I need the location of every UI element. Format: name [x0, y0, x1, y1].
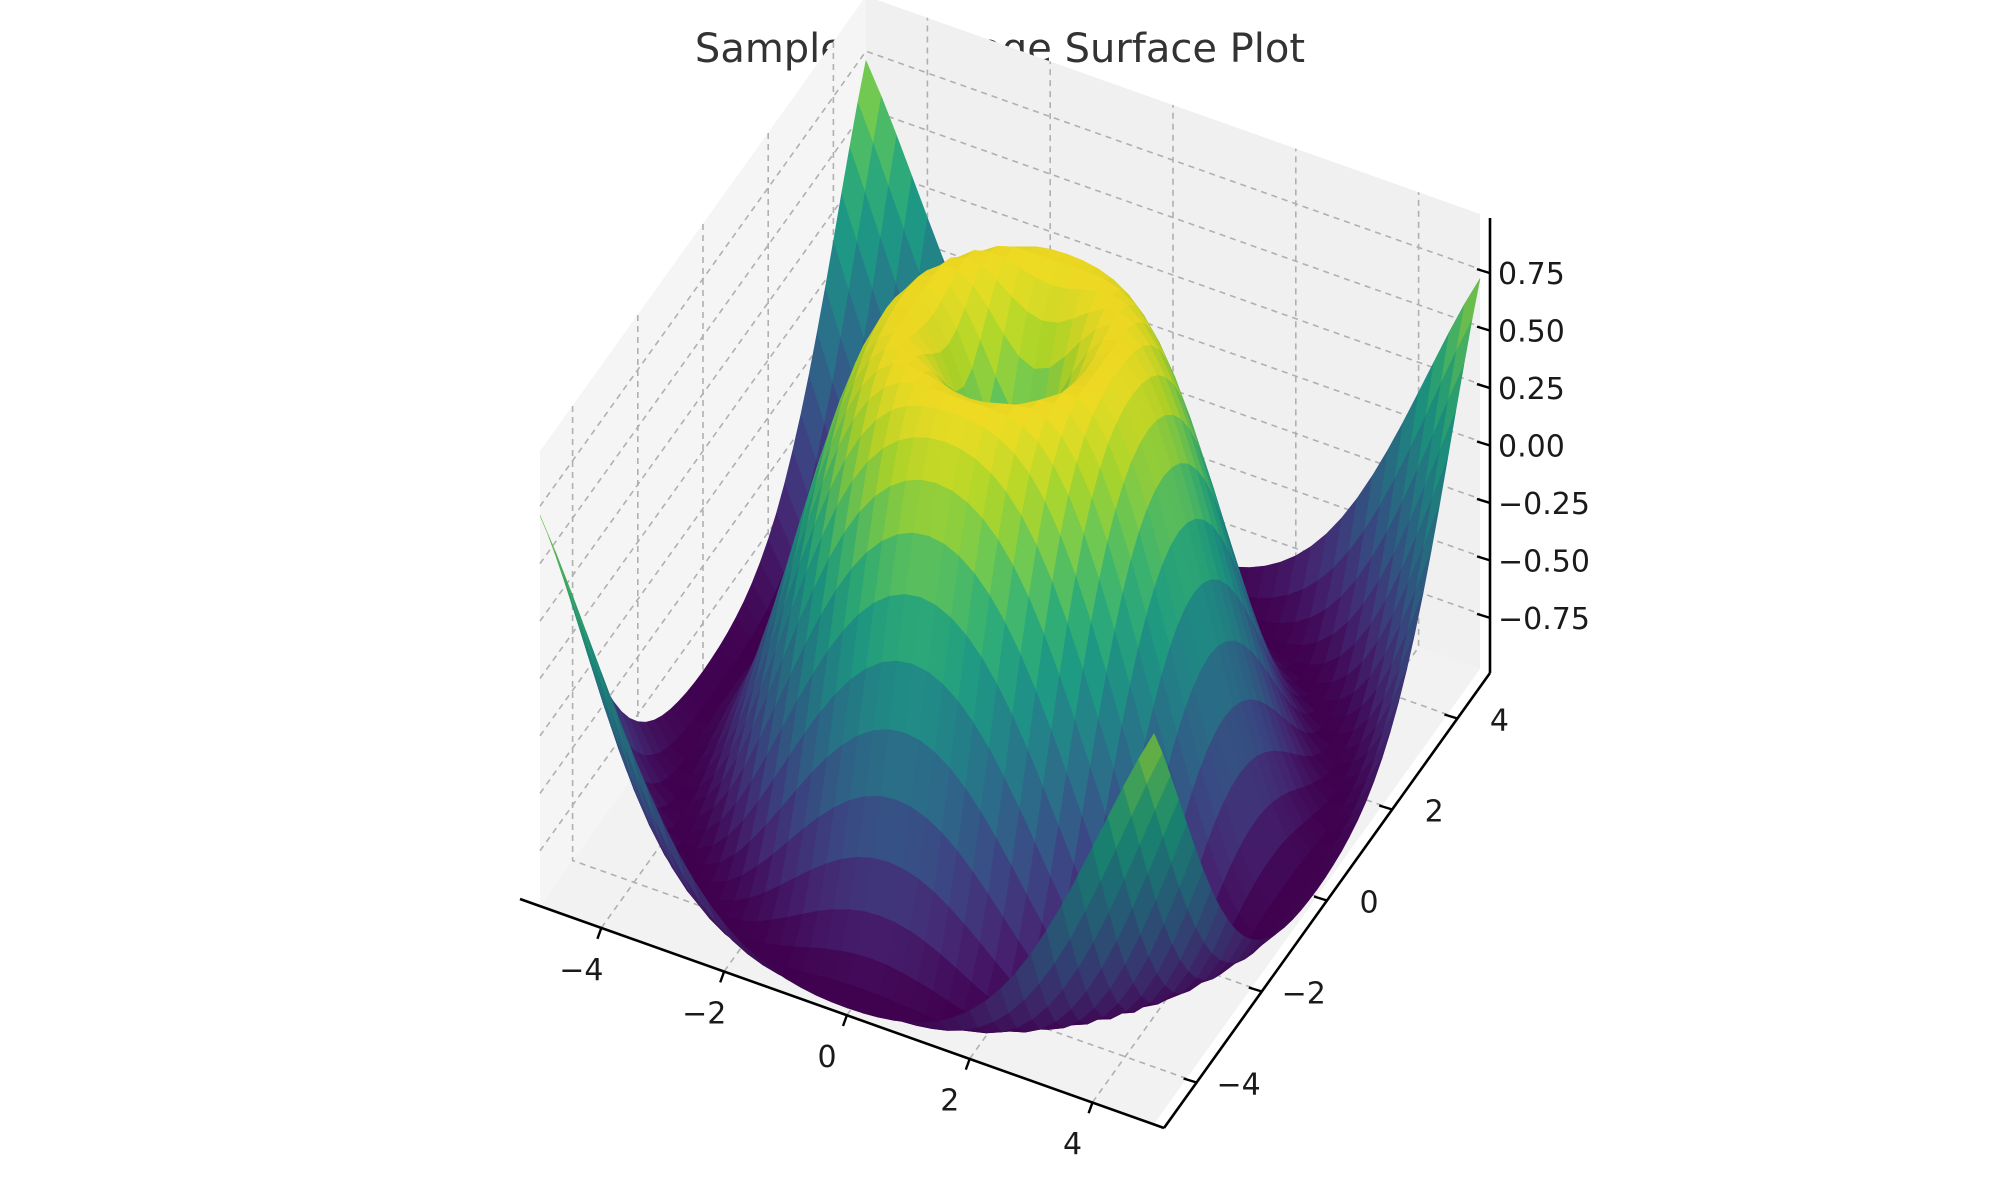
y-tick-label: 4: [1490, 704, 1509, 739]
surface-facet: [1138, 733, 1163, 784]
z-tick-label: 0.00: [1498, 430, 1565, 465]
z-tick-mark: [1476, 268, 1491, 275]
z-grid-line-2: [539, 279, 1481, 737]
z-tick-mark: [1476, 555, 1491, 562]
z-grid-line-6: [539, 50, 1481, 507]
x-tick-label: 2: [940, 1084, 959, 1119]
z-tick-label: −0.75: [1498, 602, 1590, 637]
surface-mesh: [539, 60, 1481, 1034]
x-grid-line-3: [969, 148, 1297, 1060]
tick-labels: −4 −2 0 2 4 −4 −2 0 2 4 −0.75 −0.50 −0.25 0.00 0.25 0.5…: [559, 257, 1590, 1162]
z-grid-line-3: [539, 222, 1481, 679]
y-tick-mark: [1444, 713, 1458, 720]
y-grid-line-0: [571, 405, 1187, 1080]
x-tick-label: 4: [1063, 1127, 1082, 1162]
x-tick-mark: [596, 927, 603, 940]
y-tick-label: 2: [1425, 795, 1444, 830]
x-grid-line-0: [600, 17, 929, 929]
z-tick-label: −0.50: [1498, 544, 1590, 579]
z-tick-mark: [1476, 325, 1491, 332]
back-left-pane: [540, 0, 866, 906]
z-grid-line-1: [539, 337, 1481, 794]
y-tick-mark: [1183, 1077, 1197, 1084]
z-tick-label: 0.75: [1498, 257, 1565, 292]
x-tick-mark: [1087, 1101, 1094, 1114]
x-grid-line-2: [846, 105, 1174, 1016]
x-axis-line: [519, 897, 1165, 1130]
x-tick-mark: [841, 1014, 849, 1027]
z-tick-label: 0.50: [1498, 315, 1565, 350]
x-tick-label: 0: [817, 1040, 836, 1075]
y-tick-label: −2: [1282, 977, 1326, 1012]
y-tick-mark: [1378, 804, 1393, 811]
y-tick-label: 0: [1359, 886, 1378, 921]
x-tick-label: −2: [682, 996, 726, 1031]
z-tick-mark: [1476, 497, 1491, 505]
z-tick-label: 0.25: [1498, 372, 1565, 407]
y-tick-label: −4: [1216, 1068, 1260, 1103]
z-tick-mark: [1476, 382, 1491, 390]
x-grid-line-4: [1091, 192, 1420, 1103]
z-grid-line-0: [539, 394, 1481, 852]
x-tick-mark: [719, 970, 726, 983]
x-tick-mark: [964, 1058, 971, 1071]
z-grid-line-4: [539, 165, 1481, 622]
z-tick-label: −0.25: [1498, 487, 1590, 522]
x-tick-label: −4: [559, 953, 603, 988]
x-grid-line-1: [723, 61, 1051, 972]
y-tick-mark: [1313, 895, 1328, 902]
y-tick-mark: [1248, 986, 1263, 993]
z-tick-mark: [1476, 440, 1491, 447]
z-grid-line-5: [539, 107, 1481, 565]
z-tick-mark: [1476, 612, 1491, 619]
